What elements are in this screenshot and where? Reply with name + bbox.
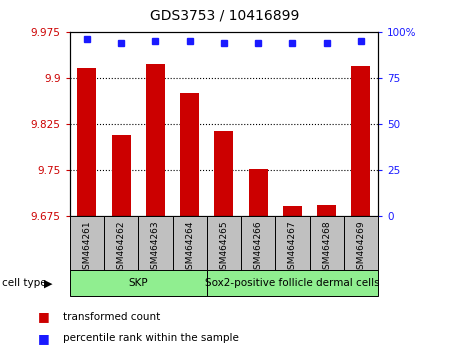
Bar	[249, 169, 268, 216]
Bar	[275, 216, 310, 271]
Bar	[104, 216, 138, 271]
Bar	[180, 93, 199, 216]
Text: GSM464263: GSM464263	[151, 220, 160, 275]
Text: GSM464266: GSM464266	[254, 220, 263, 275]
Bar	[172, 216, 207, 271]
Bar	[351, 65, 370, 216]
Text: ■: ■	[38, 332, 50, 344]
Bar	[317, 205, 336, 216]
Bar	[207, 216, 241, 271]
Text: percentile rank within the sample: percentile rank within the sample	[63, 333, 239, 343]
Text: GSM464265: GSM464265	[220, 220, 229, 275]
Bar	[138, 216, 172, 271]
Bar	[70, 270, 207, 296]
Text: GDS3753 / 10416899: GDS3753 / 10416899	[150, 9, 300, 23]
Text: GSM464267: GSM464267	[288, 220, 297, 275]
Bar	[146, 64, 165, 216]
Text: GSM464262: GSM464262	[117, 220, 126, 275]
Bar	[310, 216, 344, 271]
Text: transformed count: transformed count	[63, 312, 160, 322]
Text: GSM464264: GSM464264	[185, 220, 194, 275]
Text: GSM464261: GSM464261	[82, 220, 91, 275]
Text: GSM464268: GSM464268	[322, 220, 331, 275]
Bar	[241, 216, 275, 271]
Bar	[207, 270, 378, 296]
Bar	[344, 216, 378, 271]
Bar	[283, 206, 302, 216]
Text: ▶: ▶	[44, 278, 53, 288]
Bar	[70, 216, 104, 271]
Text: SKP: SKP	[128, 278, 148, 288]
Bar	[215, 131, 233, 216]
Bar	[112, 135, 130, 216]
Text: Sox2-positive follicle dermal cells: Sox2-positive follicle dermal cells	[205, 278, 380, 288]
Bar	[77, 68, 96, 216]
Text: GSM464269: GSM464269	[356, 220, 365, 275]
Text: ■: ■	[38, 310, 50, 323]
Text: cell type: cell type	[2, 278, 47, 288]
